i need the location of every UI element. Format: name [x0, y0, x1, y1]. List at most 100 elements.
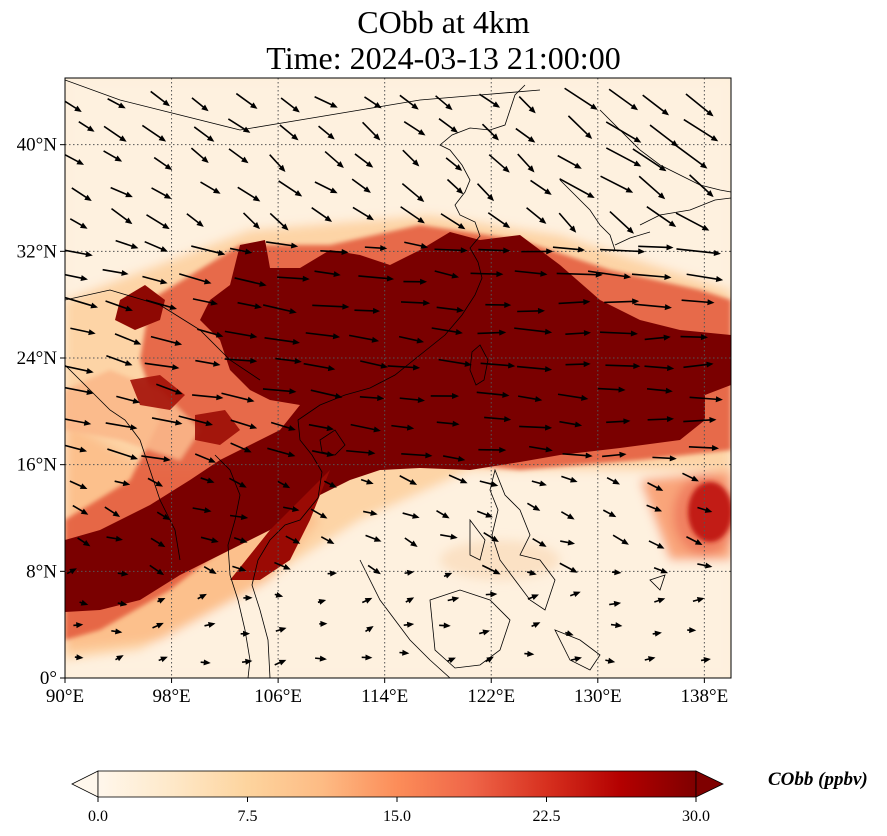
wind-arrow	[310, 389, 343, 399]
wind-arrow	[71, 187, 92, 202]
wind-arrow	[485, 591, 498, 598]
wind-arrow	[360, 478, 374, 485]
wind-arrow	[439, 622, 451, 629]
wind-arrow	[65, 273, 88, 281]
wind-arrow	[478, 93, 501, 108]
gridlines	[65, 78, 731, 678]
wind-arrow	[65, 296, 99, 309]
wind-arrow	[529, 445, 553, 453]
wind-arrow	[265, 241, 299, 249]
wind-arrow	[200, 536, 219, 544]
wind-arrow	[532, 538, 547, 547]
wind-arrow	[69, 218, 88, 229]
wind-arrow	[283, 506, 300, 513]
wind-arrow	[647, 482, 664, 491]
wind-arrow	[221, 392, 255, 403]
wind-arrow	[558, 299, 591, 306]
wind-arrow	[228, 477, 247, 488]
wind-arrow	[362, 121, 381, 141]
wind-arrow	[103, 150, 123, 162]
wind-arrow	[361, 654, 373, 661]
wind-arrow	[153, 156, 173, 171]
wind-arrow	[552, 246, 586, 253]
wind-arrow	[158, 656, 168, 663]
wind-arrow	[314, 270, 341, 278]
wind-arrow	[446, 178, 464, 195]
colorbar: 0.0 7.5 15.0 22.5 30.0	[71, 770, 724, 825]
wind-arrow	[117, 570, 129, 577]
wind-arrow	[634, 303, 672, 311]
wind-arrow	[600, 330, 638, 337]
wind-arrow	[515, 127, 536, 143]
wind-arrow	[324, 150, 344, 169]
x-tick-label: 130°E	[574, 686, 622, 707]
wind-arrow	[687, 627, 697, 634]
wind-arrow	[277, 275, 310, 282]
wind-arrow	[278, 180, 303, 197]
wind-arrow	[697, 562, 713, 569]
wind-arrow	[224, 330, 258, 339]
wind-arrow	[323, 480, 337, 488]
wind-arrow	[151, 417, 183, 426]
wind-arrow	[404, 537, 418, 547]
wind-arrow	[527, 502, 541, 511]
wind-arrow	[434, 247, 468, 254]
wind-vectors	[65, 87, 724, 666]
wind-arrow	[514, 270, 548, 277]
wind-arrow	[365, 534, 382, 542]
wind-arrow	[609, 600, 622, 607]
wind-arrow	[150, 537, 166, 548]
wind-arrow	[400, 206, 425, 224]
wind-arrow	[144, 240, 168, 252]
wind-arrow	[144, 362, 180, 371]
wind-arrow	[262, 388, 297, 395]
wind-arrow	[262, 304, 297, 315]
wind-arrow	[402, 512, 420, 519]
wind-arrow	[400, 299, 431, 306]
wind-arrow	[274, 591, 284, 598]
wind-arrow	[481, 564, 501, 575]
wind-arrow	[478, 247, 511, 254]
wind-arrow	[527, 594, 539, 600]
wind-arrow	[488, 154, 510, 173]
wind-arrow	[517, 307, 546, 314]
wind-arrow	[358, 275, 395, 282]
colorbar-bar	[97, 770, 697, 798]
wind-arrow	[192, 507, 212, 514]
wind-arrow	[195, 359, 221, 367]
wind-arrow	[479, 480, 499, 487]
wind-arrow	[227, 118, 251, 133]
wind-arrow	[402, 149, 420, 167]
wind-arrow	[560, 511, 575, 520]
wind-arrow	[587, 270, 632, 280]
wind-arrow	[364, 245, 388, 252]
wind-arrow	[354, 307, 381, 314]
wind-arrow	[653, 567, 669, 574]
wind-arrow	[145, 299, 178, 311]
wind-arrow	[600, 175, 634, 193]
wind-arrow	[235, 92, 258, 109]
map-subtitle: Time: 2024-03-13 21:00:00	[266, 40, 621, 76]
wind-arrow	[686, 273, 724, 282]
wind-arrow	[359, 395, 385, 402]
wind-arrow	[305, 332, 341, 340]
wind-arrow	[228, 148, 249, 164]
wind-arrow	[65, 386, 94, 395]
colorbar-extend-max	[695, 770, 724, 798]
wind-arrow	[274, 659, 287, 666]
wind-arrow	[114, 480, 131, 487]
wind-arrow	[190, 147, 209, 163]
wind-arrow	[604, 298, 640, 305]
wind-arrow	[241, 658, 253, 665]
wind-arrow	[470, 271, 504, 278]
wind-arrow	[652, 630, 662, 637]
wind-arrow	[559, 420, 583, 428]
wind-arrow	[485, 301, 512, 308]
wind-arrow	[111, 207, 133, 225]
coastlines	[65, 79, 731, 678]
wind-arrow	[106, 535, 123, 542]
y-axis: 0° 8°N 16°N 24°N 32°N 40°N	[17, 135, 65, 689]
wind-arrow	[597, 386, 626, 393]
wind-arrow	[351, 178, 371, 193]
